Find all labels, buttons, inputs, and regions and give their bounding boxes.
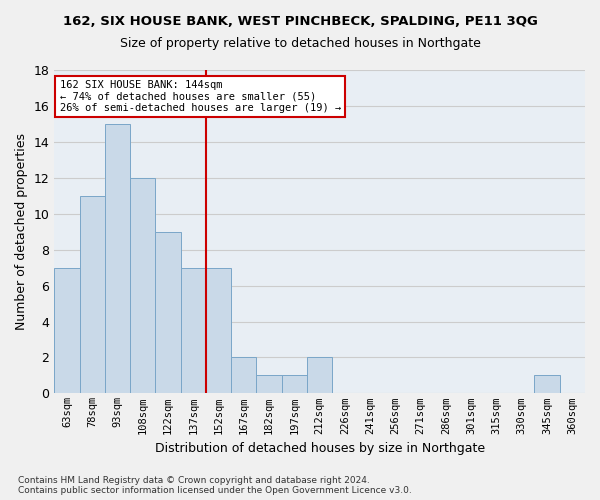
Bar bbox=[80, 196, 105, 394]
Bar bbox=[54, 268, 80, 394]
Bar bbox=[231, 358, 256, 394]
Bar bbox=[282, 376, 307, 394]
Bar bbox=[206, 268, 231, 394]
Bar bbox=[105, 124, 130, 394]
Text: 162 SIX HOUSE BANK: 144sqm
← 74% of detached houses are smaller (55)
26% of semi: 162 SIX HOUSE BANK: 144sqm ← 74% of deta… bbox=[59, 80, 341, 113]
Text: 162, SIX HOUSE BANK, WEST PINCHBECK, SPALDING, PE11 3QG: 162, SIX HOUSE BANK, WEST PINCHBECK, SPA… bbox=[62, 15, 538, 28]
Bar bbox=[130, 178, 155, 394]
Bar bbox=[181, 268, 206, 394]
Y-axis label: Number of detached properties: Number of detached properties bbox=[15, 133, 28, 330]
X-axis label: Distribution of detached houses by size in Northgate: Distribution of detached houses by size … bbox=[155, 442, 485, 455]
Text: Size of property relative to detached houses in Northgate: Size of property relative to detached ho… bbox=[119, 38, 481, 51]
Bar bbox=[155, 232, 181, 394]
Text: Contains HM Land Registry data © Crown copyright and database right 2024.
Contai: Contains HM Land Registry data © Crown c… bbox=[18, 476, 412, 495]
Bar bbox=[307, 358, 332, 394]
Bar bbox=[256, 376, 282, 394]
Bar bbox=[535, 376, 560, 394]
